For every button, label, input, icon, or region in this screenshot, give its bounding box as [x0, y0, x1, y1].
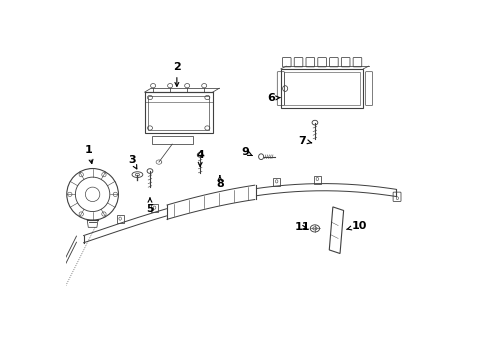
Text: 1: 1 — [85, 144, 93, 163]
Text: 3: 3 — [128, 155, 137, 169]
Text: 9: 9 — [241, 147, 252, 157]
Text: 8: 8 — [216, 176, 224, 189]
Bar — [152, 136, 193, 144]
Bar — [281, 69, 364, 108]
Bar — [145, 92, 213, 134]
Text: 6: 6 — [267, 93, 280, 103]
Text: 10: 10 — [346, 221, 368, 230]
Text: 7: 7 — [298, 136, 312, 145]
Bar — [148, 96, 209, 130]
Text: 2: 2 — [173, 62, 181, 86]
Text: 4: 4 — [196, 150, 204, 166]
Text: 11: 11 — [294, 222, 310, 232]
Text: 5: 5 — [146, 198, 154, 214]
Bar — [284, 72, 361, 105]
